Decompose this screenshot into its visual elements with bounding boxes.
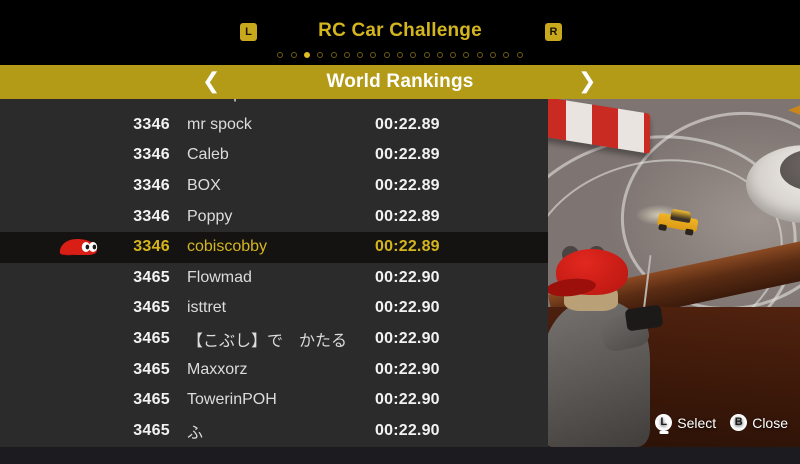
leaderboard-row[interactable]: 3346 BOX 00:22.89 <box>0 171 548 202</box>
cell-name: ふ <box>187 424 204 442</box>
cell-rank: 3346 <box>60 99 170 103</box>
cell-name: 【こぶし】で かたる <box>187 333 348 351</box>
cell-time: 00:22.90 <box>375 330 440 348</box>
cell-rank: 3465 <box>133 391 170 409</box>
cell-time: 00:22.89 <box>375 177 440 195</box>
leaderboard-row[interactable]: 3346 suisanpai 00:22.89 <box>0 99 548 110</box>
page-dot[interactable] <box>397 52 403 58</box>
cell-name: mr spock <box>187 115 252 133</box>
button-hints: L Select B Close <box>655 414 788 431</box>
shoulder-button-l[interactable]: L <box>240 23 257 41</box>
top-header: L RC Car Challenge R <box>0 0 800 65</box>
leaderboard-row[interactable]: 3346 mr spock 00:22.89 <box>0 110 548 141</box>
leaderboard-row-self[interactable]: 3346 cobiscobby 00:22.89 <box>0 231 548 263</box>
cell-time: 00:22.89 <box>375 146 440 164</box>
page-dot[interactable] <box>463 52 470 58</box>
cell-name: suisanpai <box>187 99 367 103</box>
page-dot[interactable] <box>317 52 324 58</box>
nav-title: World Rankings <box>326 71 474 92</box>
leaderboard-list[interactable]: 3346 suisanpai 00:22.89 3346 mr spock 00:22.8… <box>0 99 548 447</box>
page-dot[interactable] <box>476 52 483 58</box>
cell-name: BOX <box>187 177 221 195</box>
mario-cap-icon <box>59 239 98 256</box>
cell-name: isttret <box>187 299 227 317</box>
cell-name: Maxxorz <box>187 360 248 378</box>
nav-prev-arrow-icon[interactable]: ❮ <box>202 69 221 94</box>
page-dot[interactable] <box>450 52 457 58</box>
cell-rank: 3346 <box>133 115 170 133</box>
page-dot[interactable] <box>516 52 523 58</box>
rc-car-wheel-back <box>684 228 694 236</box>
track-podium-hole <box>780 149 800 191</box>
cell-time: 00:22.90 <box>375 268 440 286</box>
cell-time: 00:22.90 <box>375 391 440 409</box>
button-hint-label: Select <box>677 414 717 431</box>
player-character <box>548 246 670 447</box>
page-dot[interactable] <box>370 52 377 58</box>
page-dot[interactable] <box>330 52 337 58</box>
cell-time: 00:22.90 <box>375 360 440 378</box>
button-glyph-b-icon: B <box>730 414 748 431</box>
section-nav-bar: ❮ World Rankings ❯ <box>0 65 800 99</box>
controller-antenna <box>642 255 652 313</box>
page-dot[interactable] <box>357 52 364 58</box>
leaderboard-row[interactable]: 3465 ふ 00:22.90 <box>0 416 548 447</box>
leaderboard-row[interactable]: 3465 Maxxorz 00:22.90 <box>0 354 548 385</box>
cell-rank: 3465 <box>133 330 170 348</box>
cell-name: TowerinPOH <box>187 391 277 409</box>
rc-car-wheel-front <box>658 223 668 232</box>
cell-time: 00:22.89 <box>375 207 440 225</box>
button-glyph-l-icon: L <box>655 414 673 431</box>
cell-name: Caleb <box>187 146 229 164</box>
nav-next-arrow-icon[interactable]: ❯ <box>578 69 597 94</box>
page-dot[interactable] <box>383 52 390 58</box>
cell-rank: 3346 <box>133 238 170 256</box>
button-hint-select[interactable]: L Select <box>655 414 716 431</box>
leaderboard-row[interactable]: 3465 【こぶし】で かたる 00:22.90 <box>0 324 548 355</box>
button-hint-close[interactable]: B Close <box>730 414 788 431</box>
cell-rank: 3465 <box>133 299 170 317</box>
page-dot[interactable] <box>290 52 297 58</box>
cell-time: 00:22.89 <box>375 115 440 133</box>
page-dot[interactable] <box>343 52 350 58</box>
page-dot[interactable] <box>423 52 430 58</box>
leaderboard-row[interactable]: 3465 isttret 00:22.90 <box>0 293 548 324</box>
cell-rank: 3346 <box>133 146 170 164</box>
button-hint-label: Close <box>752 414 788 431</box>
cell-time: 00:22.90 <box>375 299 440 317</box>
leaderboard-row[interactable]: 3346 Poppy 00:22.89 <box>0 201 548 232</box>
cell-time: 00:22.89 <box>375 99 440 103</box>
cell-rank: 3346 <box>133 177 170 195</box>
leaderboard-row[interactable]: 3465 TowerinPOH 00:22.90 <box>0 385 548 416</box>
shoulder-button-r[interactable]: R <box>545 23 562 41</box>
leaderboard-row[interactable]: 3465 Flowmad 00:22.90 <box>0 263 548 294</box>
page-dots-indicator <box>0 52 800 58</box>
leaderboard-row[interactable]: 3346 Caleb 00:22.89 <box>0 140 548 171</box>
cell-name: Flowmad <box>187 268 252 286</box>
game-viewport: L Select B Close <box>548 99 800 447</box>
cell-rank: 3465 <box>133 421 170 439</box>
rc-controller <box>624 304 664 332</box>
cell-time: 00:22.89 <box>375 238 440 256</box>
page-dot[interactable] <box>277 52 284 58</box>
cell-rank: 3346 <box>133 207 170 225</box>
page-dot-active[interactable] <box>303 52 310 58</box>
page-dot[interactable] <box>410 52 417 58</box>
bottom-strip <box>0 447 800 464</box>
cell-name: Poppy <box>187 207 233 225</box>
cell-rank: 3465 <box>133 360 170 378</box>
page-dot[interactable] <box>503 52 510 58</box>
page-dot[interactable] <box>436 52 443 58</box>
cell-rank: 3465 <box>133 268 170 286</box>
page-dot[interactable] <box>490 52 497 58</box>
cell-name: cobiscobby <box>187 238 268 256</box>
cell-time: 00:22.90 <box>375 421 440 439</box>
challenge-title: RC Car Challenge <box>318 20 482 41</box>
